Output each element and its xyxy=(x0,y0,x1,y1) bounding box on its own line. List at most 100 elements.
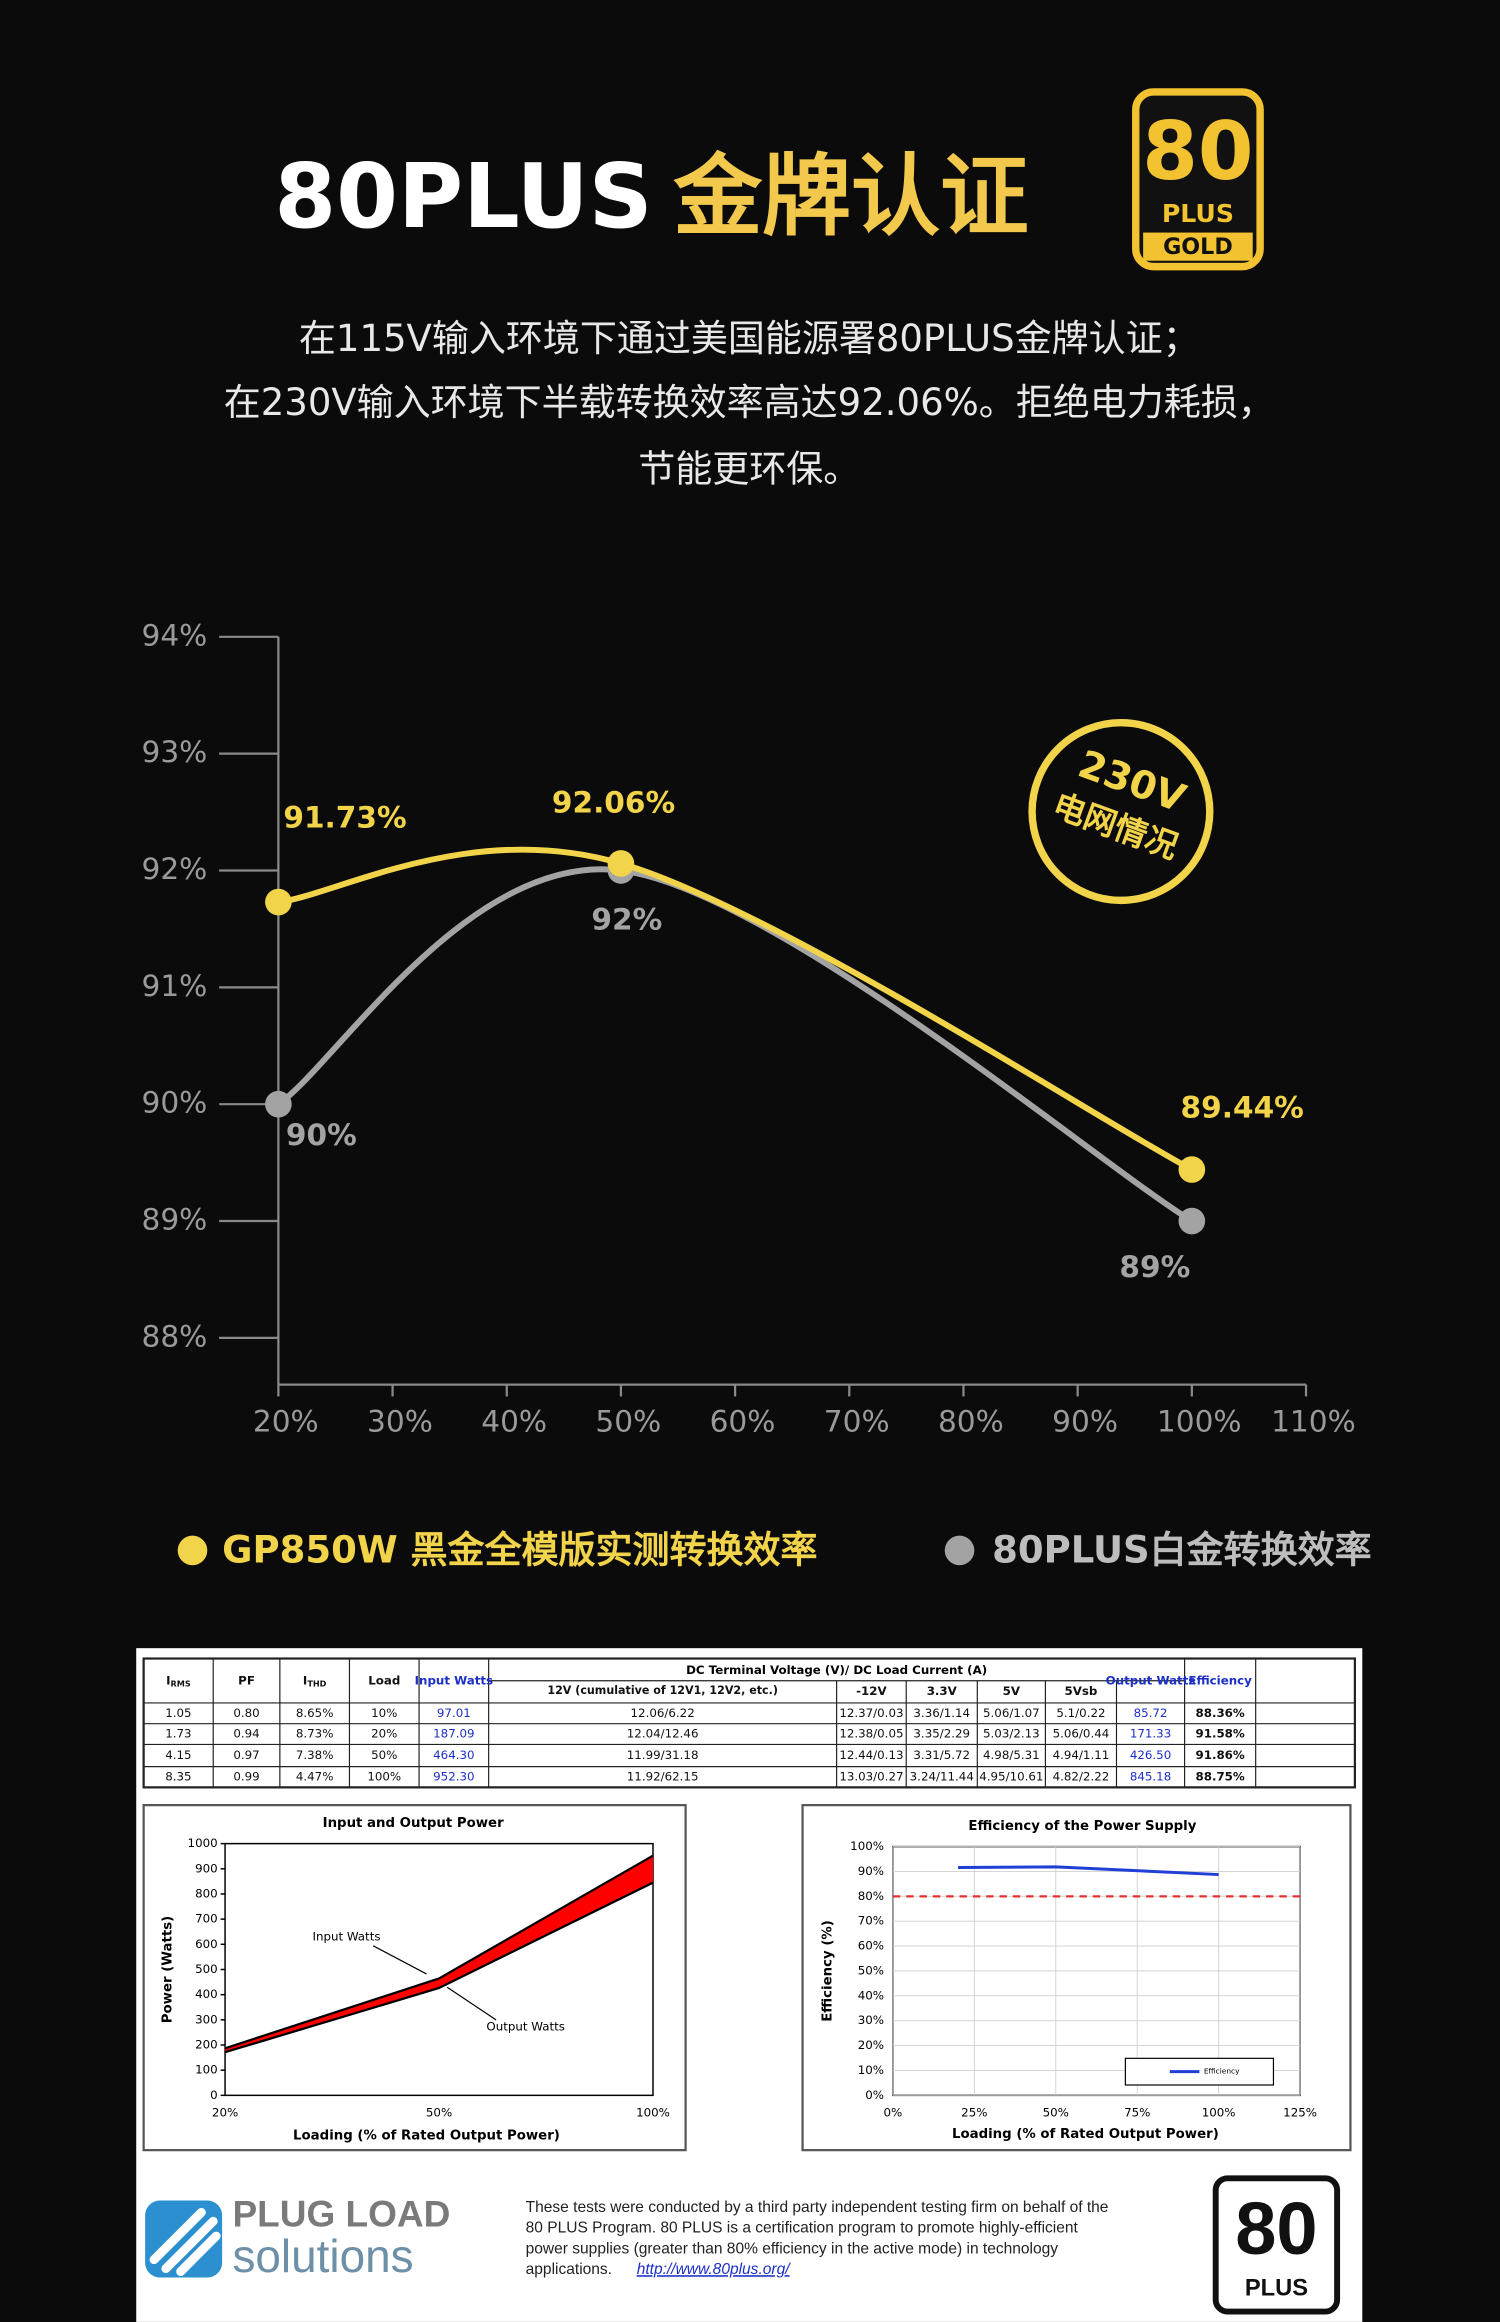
x-tick-label: 20% xyxy=(212,2106,238,2120)
table-cell: 4.15 xyxy=(165,1748,191,1762)
table-cell: 20% xyxy=(371,1727,397,1741)
table-cell: 3.36/1.14 xyxy=(913,1706,970,1720)
table-cell: 11.92/62.15 xyxy=(627,1769,699,1783)
header-text: Input Watts xyxy=(415,1673,493,1687)
column-header: 5Vsb xyxy=(1064,1684,1097,1698)
efficiency-chart: Efficiency of the Power Supply 0% 10% 20% 30… xyxy=(821,1819,1317,2142)
header-text: PF xyxy=(238,1673,255,1687)
logo-plus: PLUS xyxy=(1162,199,1234,228)
column-header: PF xyxy=(238,1673,255,1687)
table-cell: 8.35 xyxy=(165,1769,191,1783)
header-text: 5Vsb xyxy=(1064,1684,1097,1698)
y-tick-label: 90% xyxy=(858,1864,884,1878)
y-tick-label: 700 xyxy=(195,1912,218,1926)
y-tick-label: 91% xyxy=(141,969,207,1003)
column-header: ITHD xyxy=(303,1673,327,1688)
column-header: 5V xyxy=(1003,1684,1021,1698)
table-cell: 12.38/0.05 xyxy=(839,1727,903,1741)
column-header: Load xyxy=(368,1673,400,1687)
table-cell: 11.99/31.18 xyxy=(627,1748,699,1762)
y-tick-label: 92% xyxy=(141,852,207,886)
title: 80PLUS 金牌认证 xyxy=(274,145,1028,248)
table-cell: 91.58% xyxy=(1196,1727,1245,1741)
x-tick-label: 70% xyxy=(824,1405,890,1439)
legend-label: Efficiency xyxy=(1204,2067,1240,2076)
table-cell: 426.50 xyxy=(1130,1748,1171,1762)
table-cell: 0.94 xyxy=(233,1727,259,1741)
subtitle: 在115V输入环境下通过美国能源署80PLUS金牌认证； xyxy=(299,317,1200,360)
x-tick-label: 110% xyxy=(1271,1405,1356,1439)
annotation-arrow xyxy=(372,1945,427,1975)
value-label: 92.06% xyxy=(552,786,675,820)
data-point xyxy=(1178,1207,1206,1235)
logo-plus: PLUS xyxy=(1245,2276,1308,2302)
series-line xyxy=(224,1881,654,2054)
series-line xyxy=(276,866,1194,1224)
title-text: 80PLUS xyxy=(274,145,652,248)
data-point xyxy=(265,1090,292,1118)
table-cell: 8.65% xyxy=(296,1706,334,1720)
table-cell: 10% xyxy=(371,1706,397,1720)
logo-frame xyxy=(1132,88,1264,271)
table-cell: 845.18 xyxy=(1130,1769,1171,1783)
group-header: DC Terminal Voltage (V)/ DC Load Current… xyxy=(686,1663,987,1677)
y-tick-label: 0% xyxy=(865,2088,884,2102)
y-tick-label: 20% xyxy=(858,2038,884,2052)
y-tick-label: 10% xyxy=(858,2063,884,2077)
column-header: Efficiency xyxy=(1188,1673,1252,1687)
x-tick-label: 40% xyxy=(481,1405,547,1439)
header-text: 12V (cumulative of 12V1, 12V2, etc.) xyxy=(547,1684,778,1697)
header-text: -12V xyxy=(856,1684,887,1698)
badge-ring xyxy=(1028,718,1214,905)
data-table: DC Terminal Voltage (V)/ DC Load Current… xyxy=(142,1657,1356,1789)
table-cell: 4.82/2.22 xyxy=(1053,1769,1110,1783)
logo-grade: GOLD xyxy=(1163,234,1233,260)
table-cell: 0.99 xyxy=(233,1769,259,1783)
table-cell: 952.30 xyxy=(433,1769,474,1783)
value-label: 90% xyxy=(286,1118,357,1152)
plot-frame xyxy=(224,1842,654,2097)
value-label: 91.73% xyxy=(283,801,406,835)
x-tick-label: 80% xyxy=(938,1405,1004,1439)
y-tick-label: 93% xyxy=(141,735,207,769)
x-tick-label: 50% xyxy=(426,2106,452,2120)
x-tick-label: 125% xyxy=(1283,2106,1317,2120)
plus-logo: 80 PLUS xyxy=(1212,2175,1341,2315)
series-line xyxy=(224,1854,654,2050)
footer-text: These tests were conducted by a third pa… xyxy=(526,2199,1109,2278)
value-label: 89% xyxy=(1119,1250,1190,1284)
icon-stripes xyxy=(149,2207,221,2277)
table-cell: 187.09 xyxy=(433,1727,474,1741)
table-cell: 100% xyxy=(367,1769,401,1783)
table-cell: 3.24/11.44 xyxy=(910,1769,974,1783)
footer-line: These tests were conducted by a third pa… xyxy=(526,2199,1109,2216)
column-header: 12V (cumulative of 12V1, 12V2, etc.) xyxy=(547,1684,778,1697)
y-tick-label: 500 xyxy=(195,1962,218,1976)
io-chart: Input and Output Power 0 100 200 300 400 500 60… xyxy=(160,1816,670,2143)
x-tick-label: 25% xyxy=(961,2106,987,2120)
logo-number: 80 xyxy=(1235,2187,1317,2270)
subtitle: 节能更环保。 xyxy=(638,447,860,490)
logo-number: 80 xyxy=(1142,105,1253,198)
x-tick-label: 0% xyxy=(884,2106,903,2120)
table-cell: 5.03/2.13 xyxy=(983,1727,1040,1741)
x-tick-label: 90% xyxy=(1052,1405,1118,1439)
table-cell: 4.47% xyxy=(296,1769,334,1783)
y-tick-label: 80% xyxy=(858,1889,884,1903)
legend-dot xyxy=(944,1535,975,1566)
x-tick-label: 75% xyxy=(1124,2106,1150,2120)
y-tick-label: 88% xyxy=(141,1319,207,1353)
footer-line: applications. xyxy=(526,2261,612,2278)
x-axis-label: Loading (% of Rated Output Power) xyxy=(952,2127,1219,2142)
header-text: Efficiency xyxy=(1188,1673,1252,1687)
series-annotation: Input Watts xyxy=(312,1929,380,1943)
table-cell: 91.86% xyxy=(1196,1748,1245,1762)
value-label: 89.44% xyxy=(1181,1090,1304,1124)
y-tick-label: 300 xyxy=(195,2012,218,2026)
y-axis-label: Efficiency (%) xyxy=(821,1920,836,2022)
header-sub: THD xyxy=(307,1678,326,1688)
table-cell: 7.38% xyxy=(296,1748,334,1762)
table-cell: 5.1/0.22 xyxy=(1056,1706,1105,1720)
legend-dot xyxy=(177,1535,208,1566)
